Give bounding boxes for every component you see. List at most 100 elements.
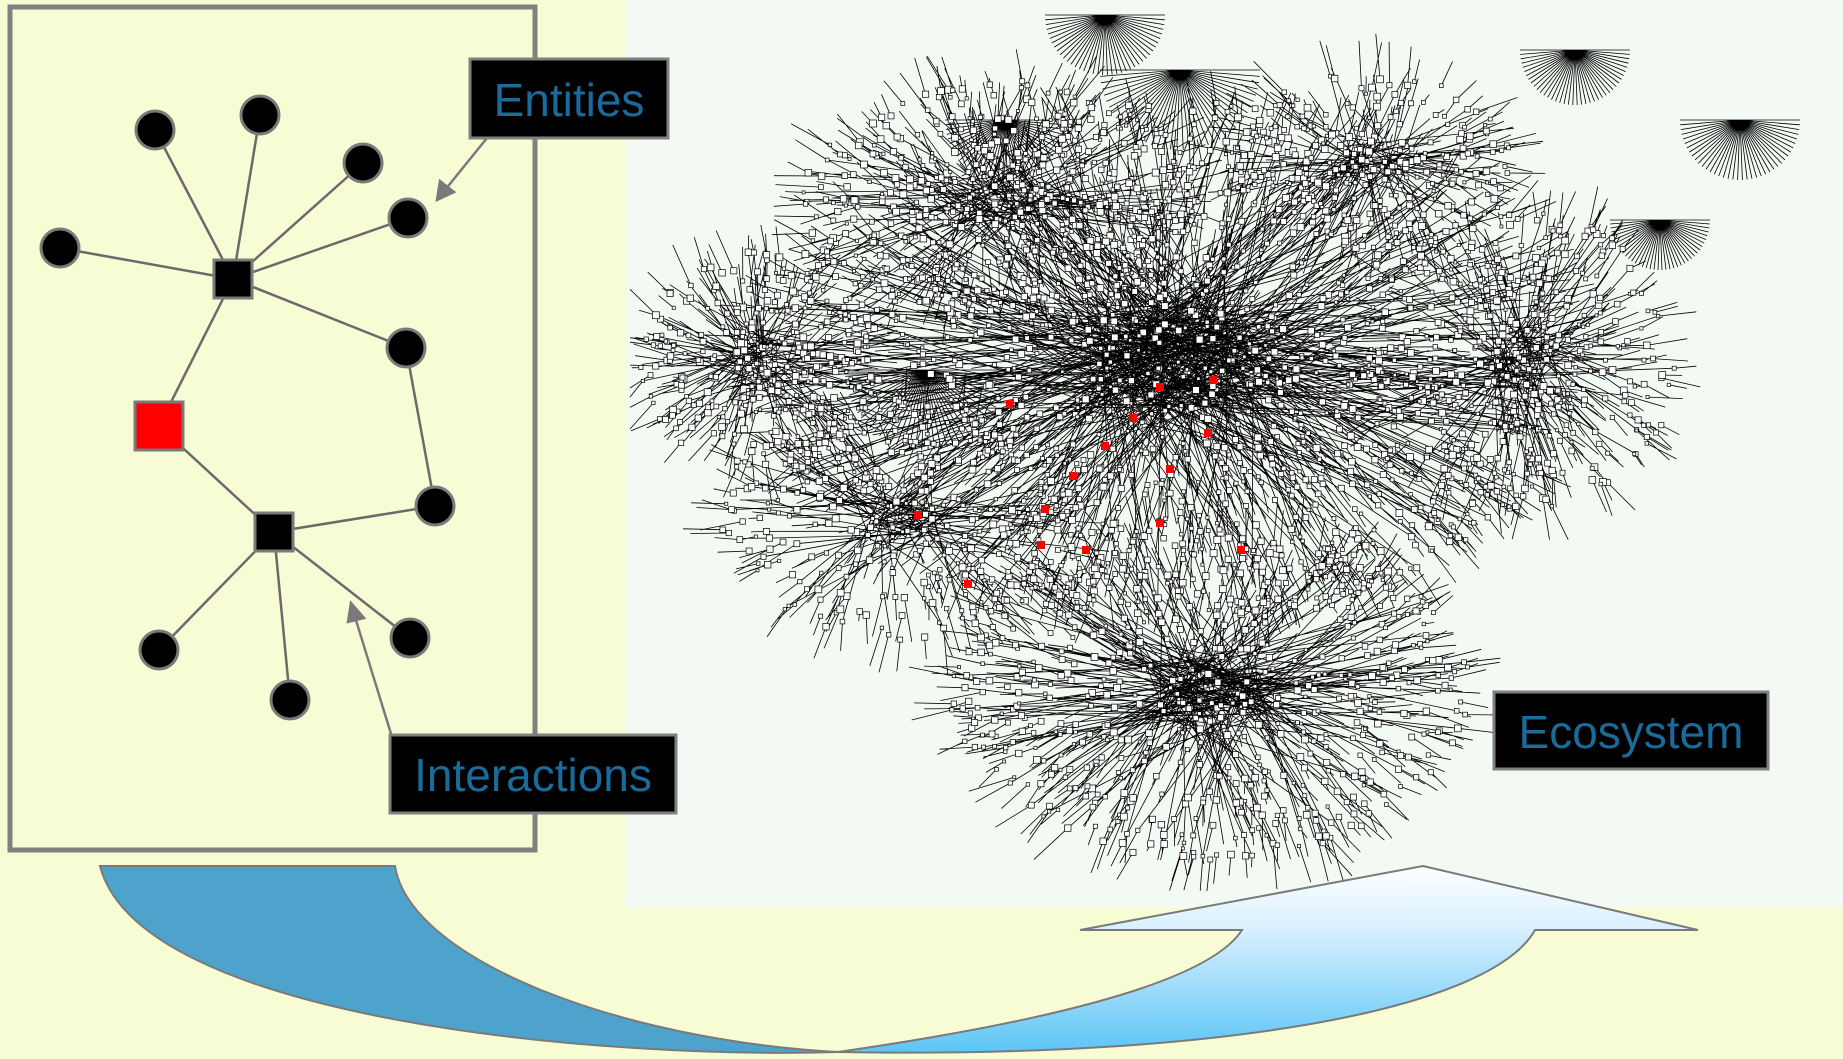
ecosystem-node [1352, 620, 1357, 626]
ecosystem-node [1424, 334, 1429, 339]
ecosystem-node [761, 451, 766, 456]
ecosystem-node [1348, 457, 1356, 466]
ecosystem-node [1336, 425, 1343, 433]
ecosystem-node [1177, 150, 1183, 155]
ecosystem-node [867, 373, 875, 381]
ecosystem-node [1142, 596, 1148, 602]
ecosystem-node [1325, 546, 1331, 552]
ecosystem-node [1282, 817, 1288, 824]
ecosystem-node [1490, 383, 1494, 388]
ecosystem-node [969, 137, 974, 142]
ecosystem-node [902, 234, 908, 240]
ecosystem-node [1196, 725, 1204, 734]
ecosystem-node [1527, 424, 1532, 430]
ecosystem-node [1275, 206, 1283, 214]
ecosystem-node [1178, 403, 1184, 408]
ecosystem-node [1331, 348, 1336, 354]
ecosystem-node [1206, 608, 1211, 613]
ecosystem-node [1303, 171, 1309, 177]
ecosystem-node [1430, 181, 1435, 187]
ecosystem-node [1063, 589, 1070, 595]
ecosystem-node [1123, 572, 1130, 579]
ecosystem-node [786, 603, 791, 608]
ecosystem-node [1376, 740, 1384, 748]
ecosystem-red-node [1069, 472, 1077, 480]
ecosystem-node [1396, 569, 1404, 576]
ecosystem-node [786, 513, 792, 519]
ecosystem-node [1281, 127, 1287, 133]
ecosystem-node [1003, 749, 1008, 754]
ecosystem-node [900, 332, 905, 337]
ecosystem-node [1384, 567, 1392, 576]
ecosystem-node [713, 403, 720, 410]
ecosystem-node [1056, 575, 1062, 580]
ecosystem-node [1184, 456, 1191, 463]
ecosystem-node [1319, 840, 1326, 847]
ecosystem-node [1363, 726, 1368, 731]
ecosystem-node [1098, 754, 1105, 761]
ecosystem-node [1337, 616, 1344, 623]
ecosystem-node [992, 639, 1000, 647]
ecosystem-node [1002, 459, 1007, 464]
ecosystem-node [762, 361, 767, 367]
ecosystem-node [1205, 165, 1210, 169]
ecosystem-node [1010, 220, 1015, 225]
ecosystem-node [1250, 172, 1258, 180]
ecosystem-node [1259, 226, 1265, 232]
ecosystem-node [800, 487, 807, 494]
ecosystem-node [1278, 552, 1285, 559]
ecosystem-node [1061, 473, 1067, 478]
ecosystem-node [775, 253, 784, 262]
ecosystem-node [1180, 846, 1185, 851]
ecosystem-node [747, 483, 756, 491]
ecosystem-node [1656, 314, 1661, 319]
ecosystem-node [748, 319, 756, 326]
ecosystem-node [1373, 92, 1382, 101]
ecosystem-node [1463, 482, 1470, 488]
ecosystem-node [792, 462, 800, 470]
ecosystem-node [1452, 378, 1460, 386]
ecosystem-node [1196, 697, 1203, 704]
ecosystem-label-text: Ecosystem [1519, 706, 1744, 758]
ecosystem-node [1105, 560, 1111, 566]
ecosystem-node [1296, 844, 1301, 849]
ecosystem-node [1125, 101, 1133, 109]
ecosystem-node [797, 448, 804, 454]
ecosystem-node [1289, 492, 1295, 499]
ecosystem-node [1155, 326, 1163, 334]
ecosystem-node [1233, 480, 1239, 486]
ecosystem-node [1367, 494, 1372, 499]
ecosystem-node [927, 419, 933, 424]
ecosystem-node [1427, 303, 1435, 311]
ecosystem-node [951, 674, 956, 679]
ecosystem-node [908, 439, 914, 445]
ecosystem-node [793, 506, 801, 514]
ecosystem-node [1013, 581, 1021, 589]
ecosystem-node [819, 399, 825, 405]
ecosystem-node [974, 145, 981, 152]
ecosystem-node [1247, 782, 1254, 789]
ecosystem-node [1034, 221, 1040, 227]
ecosystem-node [1512, 320, 1520, 328]
ecosystem-node [1446, 490, 1452, 496]
ecosystem-node [1040, 322, 1045, 328]
ecosystem-node [1059, 513, 1067, 521]
ecosystem-node [919, 360, 927, 367]
ecosystem-node [750, 375, 756, 381]
ecosystem-node [892, 427, 899, 434]
ecosystem-node [971, 420, 979, 428]
ecosystem-node [1504, 170, 1511, 176]
ecosystem-node [1409, 470, 1414, 476]
ecosystem-node [1076, 556, 1081, 561]
ecosystem-node [1431, 386, 1435, 390]
ecosystem-node [893, 318, 899, 323]
ecosystem-node [928, 515, 936, 523]
ecosystem-node [998, 440, 1005, 448]
ecosystem-node [1027, 801, 1035, 809]
ecosystem-node [780, 443, 785, 448]
ecosystem-node [1166, 489, 1174, 497]
ecosystem-node [1303, 103, 1312, 112]
ecosystem-node [1349, 597, 1355, 603]
ecosystem-node [1275, 695, 1282, 701]
ecosystem-node [1091, 593, 1096, 598]
